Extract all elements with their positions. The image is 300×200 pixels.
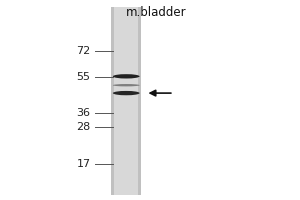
Ellipse shape bbox=[113, 84, 140, 86]
Text: 36: 36 bbox=[76, 108, 91, 118]
Text: 28: 28 bbox=[76, 122, 91, 132]
Text: m.bladder: m.bladder bbox=[126, 6, 186, 19]
Ellipse shape bbox=[113, 91, 140, 95]
Text: 72: 72 bbox=[76, 46, 91, 56]
Text: 55: 55 bbox=[76, 72, 91, 82]
Text: 17: 17 bbox=[76, 159, 91, 169]
Bar bbox=[114, 7, 138, 195]
Bar bbox=[111, 7, 141, 195]
Ellipse shape bbox=[113, 74, 140, 79]
